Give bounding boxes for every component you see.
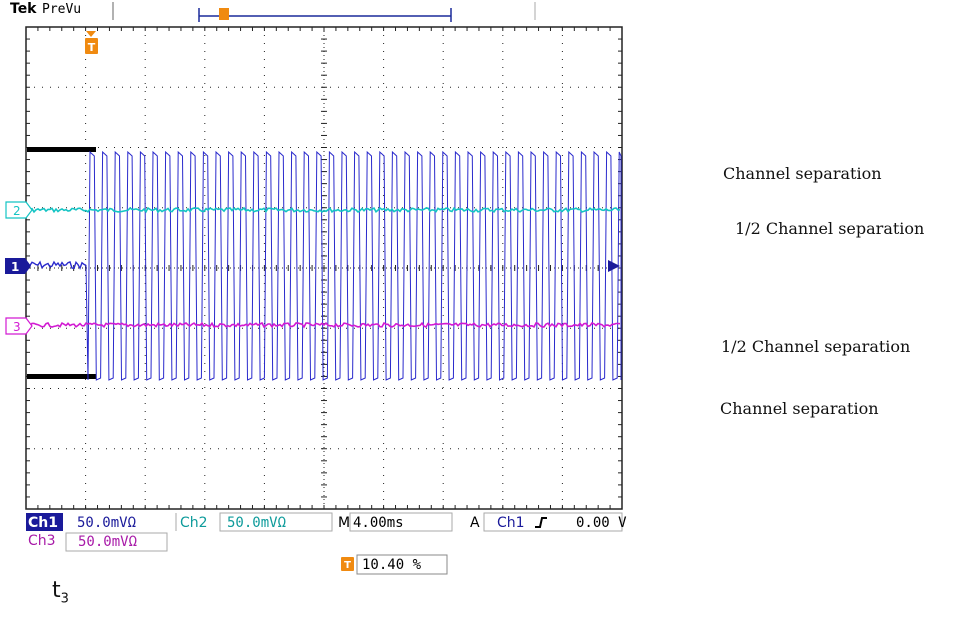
ch3-scale: 50.0mVΩ — [78, 534, 137, 550]
ch3-marker-label: 3 — [13, 320, 21, 334]
trigger-position-readout[interactable]: T 10.40 % — [341, 554, 448, 575]
ch2-readout[interactable]: Ch2 50.0mVΩ — [175, 512, 333, 532]
ch3-trace — [27, 320, 621, 329]
timebase-prefix: M — [338, 515, 350, 531]
timebase-readout[interactable]: M 4.00ms — [338, 512, 453, 532]
ch1-label: Ch1 — [28, 515, 58, 531]
annotation-half-separation-bottom: 1/2 Channel separation — [721, 337, 911, 356]
ch2-scale: 50.0mVΩ — [227, 515, 286, 531]
ch3-readout[interactable]: Ch3 50.0mVΩ — [28, 532, 168, 552]
ch2-label: Ch2 — [180, 515, 208, 531]
rising-edge-icon — [535, 517, 547, 528]
trigger-level-icon[interactable] — [608, 260, 620, 272]
reference-bar-top — [27, 147, 96, 152]
annotation-channel-separation-top: Channel separation — [723, 164, 882, 183]
mode-label: PreVu — [42, 2, 81, 17]
trigger-mode: A — [470, 515, 480, 531]
ch2-marker-label: 2 — [13, 204, 21, 218]
ch1-pre-trigger-trace — [27, 260, 87, 270]
brand-label: Tek — [10, 1, 37, 17]
annotation-channel-separation-bottom: Channel separation — [720, 399, 879, 418]
ch1-oscillation-trace — [85, 150, 622, 381]
figure-caption: t3 — [52, 578, 69, 606]
record-position-bar[interactable] — [198, 8, 452, 22]
caption-subscript: 3 — [60, 591, 69, 607]
ch1-readout[interactable]: Ch1 50.0mVΩ — [26, 513, 136, 531]
ch1-scale: 50.0mVΩ — [77, 515, 136, 531]
timebase-value: 4.00ms — [353, 515, 404, 531]
ch1-marker-label: 1 — [11, 260, 19, 274]
oscilloscope-screen: Tek PreVu T 2 1 3 Ch1 50.0mVΩ — [5, 1, 627, 575]
ch2-ground-marker[interactable]: 2 — [5, 201, 33, 219]
trigger-position-icon: T — [344, 560, 351, 571]
record-trigger-icon — [219, 8, 229, 20]
ch2-trace — [27, 206, 621, 214]
trigger-source: Ch1 — [497, 515, 525, 531]
ch1-ground-marker[interactable]: 1 — [5, 258, 31, 274]
trigger-position-marker[interactable]: T — [85, 31, 98, 54]
trigger-readout[interactable]: A Ch1 0.00 V — [470, 512, 627, 532]
trigger-position-value: 10.40 % — [362, 557, 422, 573]
trigger-marker-label: T — [88, 41, 96, 54]
caption-base: t — [52, 578, 61, 603]
ch3-ground-marker[interactable]: 3 — [5, 317, 33, 335]
annotation-half-separation-top: 1/2 Channel separation — [735, 219, 925, 238]
ch3-label: Ch3 — [28, 533, 56, 549]
trigger-level: 0.00 V — [576, 515, 627, 531]
grid-lines — [25, 26, 623, 510]
reference-bar-bottom — [27, 374, 96, 379]
